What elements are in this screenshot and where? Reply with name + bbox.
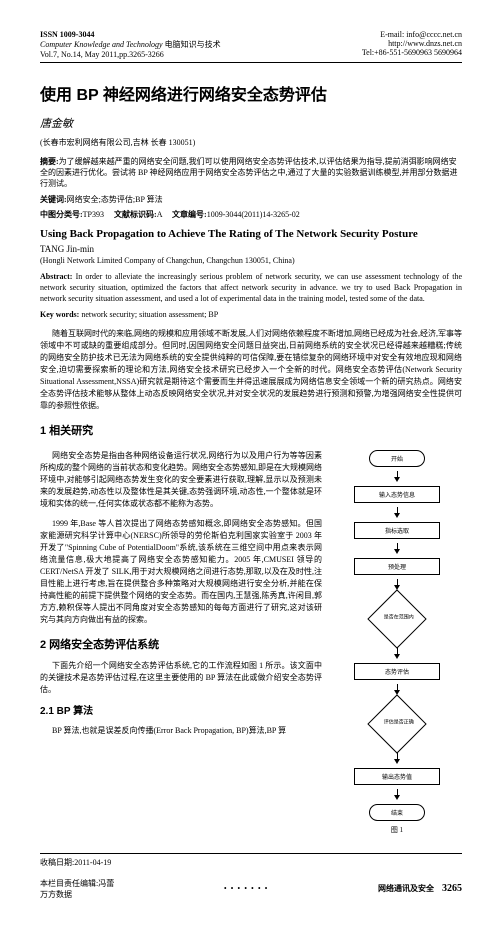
flow-box-5: 输出态势值 (354, 768, 440, 785)
column-right: 开始 输入态势信息 指标选取 预处理 是否在范围内 态势评估 评估是否正确 输出… (332, 442, 462, 839)
articleid: 1009-3044(2011)14-3265-02 (207, 210, 300, 219)
flow-diamond-1: 是否在范围内 (367, 589, 426, 648)
flow-box-2: 指标选取 (354, 522, 440, 539)
title-en: Using Back Propagation to Achieve The Ra… (40, 228, 462, 240)
diamond-2-text: 评估是否正确 (374, 718, 424, 725)
header-left: ISSN 1009-3044 Computer Knowledge and Te… (40, 30, 221, 59)
section-2-heading: 2 网络安全态势评估系统 (40, 636, 322, 652)
footer-left: 本栏目责任编辑:冯蕾 万方数据 (40, 878, 114, 900)
column-left: 网络安全态势是指由各种网络设备运行状况,网络行为以及用户行为等等因素所构成的整个… (40, 442, 322, 839)
author-cn: 唐金敏 (40, 115, 462, 131)
abstract-cn-text: 为了缓解越来越严重的网络安全问题,我们可以使用网络安全态势评估技术,以评估结果为… (40, 157, 457, 188)
two-column-layout: 网络安全态势是指由各种网络设备运行状况,网络行为以及用户行为等等因素所构成的整个… (40, 442, 462, 839)
received-date: 收稿日期:2011-04-19 (40, 857, 462, 868)
email: E-mail: info@cccc.net.cn (362, 30, 462, 39)
flow-diamond-2: 评估是否正确 (367, 694, 426, 753)
abstract-en-label: Abstract: (40, 272, 72, 281)
flow-start: 开始 (369, 450, 425, 467)
journal-en: Computer Knowledge and Technology (40, 40, 163, 49)
tel: Tel:+86-551-5690963 5690964 (362, 48, 462, 57)
keywords-en: Key words: network security; situation a… (40, 309, 462, 320)
journal-cn: 电脑知识与技术 (165, 40, 221, 49)
section-name: 网络通讯及安全 (378, 884, 434, 893)
keywords-en-text: network security; situation assessment; … (81, 310, 218, 319)
abstract-cn: 摘要:为了缓解越来越严重的网络安全问题,我们可以使用网络安全态势评估技术,以评估… (40, 156, 462, 190)
title-cn: 使用 BP 神经网络进行网络安全态势评估 (40, 81, 462, 105)
keywords-cn-label: 关键词: (40, 195, 67, 204)
keywords-cn-text: 网络安全;态势评估;BP 算法 (67, 195, 163, 204)
arrow-down-icon (394, 477, 400, 482)
affiliation-en: (Hongli Network Limited Company of Chang… (40, 256, 462, 265)
arrow-down-icon (394, 513, 400, 518)
diamond-1-text: 是否在范围内 (374, 613, 424, 620)
subsection-21-heading: 2.1 BP 算法 (40, 702, 322, 717)
para4: 下面先介绍一个网络安全态势评估系统,它的工作流程如图 1 所示。该文面中的关键技… (40, 660, 322, 696)
dots-icon: • • • • • • • (224, 884, 269, 893)
classnum: TP393 (83, 210, 104, 219)
affiliation-cn: (长春市宏利网络有限公司,吉林 长春 130051) (40, 137, 462, 148)
keywords-en-label: Key words: (40, 310, 79, 319)
author-en: TANG Jin-min (40, 244, 462, 254)
database: 万方数据 (40, 889, 114, 900)
keywords-cn: 关键词:网络安全;态势评估;BP 算法 (40, 194, 462, 205)
arrow-down-icon (394, 549, 400, 554)
para5: BP 算法,也就是误差反向传播(Error Back Propagation, … (40, 725, 322, 737)
volume-info: Vol.7, No.14, May 2011,pp.3265-3266 (40, 50, 221, 59)
arrow-down-icon (394, 654, 400, 659)
doccode-label: 文献标识码: (114, 210, 157, 219)
footer-center: • • • • • • • (224, 884, 269, 893)
figure-caption: 图 1 (336, 825, 458, 835)
footer-right: 网络通讯及安全 3265 (378, 883, 462, 894)
flow-end: 结束 (369, 804, 425, 821)
intro-para: 随着互联网时代的来临,网络的规模和应用领域不断发展,人们对网络依赖程度不断增加,… (40, 328, 462, 412)
page-number: 3265 (442, 883, 462, 894)
issn: ISSN 1009-3044 (40, 30, 221, 39)
flow-box-1: 输入态势信息 (354, 486, 440, 503)
arrow-down-icon (394, 795, 400, 800)
abstract-en: Abstract: In order to alleviate the incr… (40, 271, 462, 305)
abstract-cn-label: 摘要: (40, 157, 59, 166)
footer: 收稿日期:2011-04-19 (40, 853, 462, 868)
articleid-label: 文章编号: (172, 210, 207, 219)
doccode: A (157, 210, 162, 219)
flow-box-4: 态势评估 (354, 663, 440, 680)
para3: 1999 年,Base 等人首次提出了网络态势感知概念,即网络安全态势感知。但国… (40, 518, 322, 626)
arrow-down-icon (394, 759, 400, 764)
para2: 网络安全态势是指由各种网络设备运行状况,网络行为以及用户行为等等因素所构成的整个… (40, 450, 322, 510)
flow-box-3: 预处理 (354, 558, 440, 575)
website: http://www.dnzs.net.cn (362, 39, 462, 48)
footer-bottom: 本栏目责任编辑:冯蕾 万方数据 • • • • • • • 网络通讯及安全 32… (40, 878, 462, 900)
page-header: ISSN 1009-3044 Computer Knowledge and Te… (40, 30, 462, 63)
flowchart: 开始 输入态势信息 指标选取 预处理 是否在范围内 态势评估 评估是否正确 输出… (332, 442, 462, 839)
journal-line: Computer Knowledge and Technology 电脑知识与技… (40, 39, 221, 50)
column-editor: 本栏目责任编辑:冯蕾 (40, 878, 114, 889)
classnum-label: 中图分类号: (40, 210, 83, 219)
section-1-heading: 1 相关研究 (40, 422, 462, 438)
abstract-en-text: In order to alleviate the increasingly s… (40, 272, 462, 303)
class-info: 中图分类号:TP393 文献标识码:A 文章编号:1009-3044(2011)… (40, 209, 462, 220)
header-right: E-mail: info@cccc.net.cn http://www.dnzs… (362, 30, 462, 59)
